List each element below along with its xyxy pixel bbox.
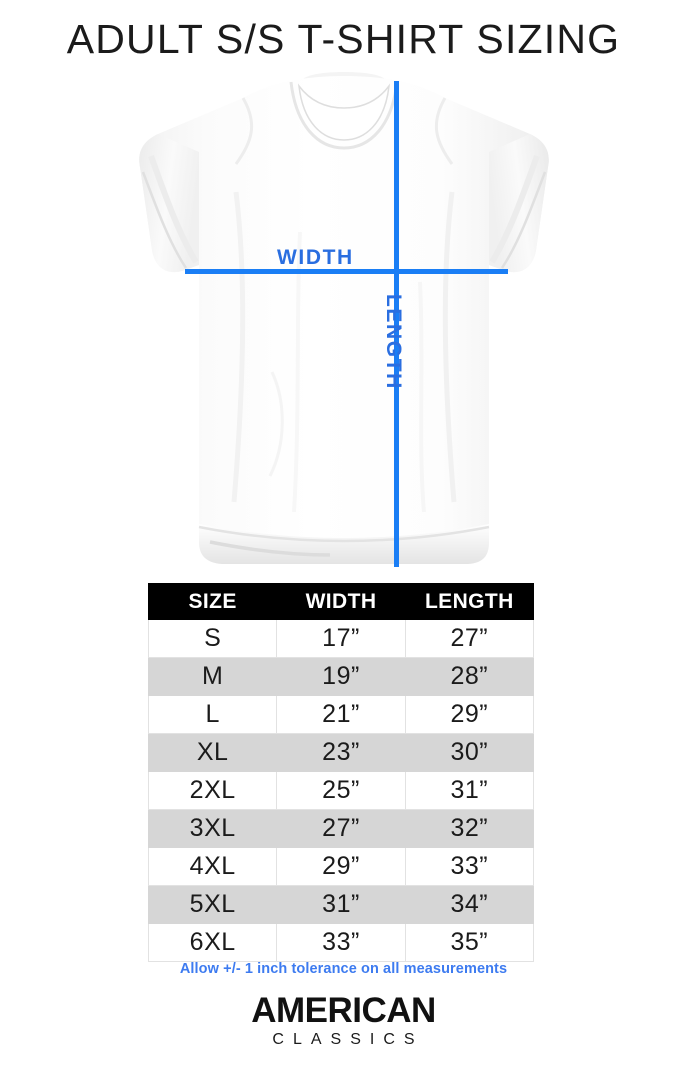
cell-size: M [147,657,278,696]
table-row: S 17” 27” [147,619,535,658]
cell-size: 2XL [147,771,278,810]
cell-length: 29” [404,695,535,734]
cell-size: 4XL [147,847,278,886]
table-row: 3XL 27” 32” [147,809,535,848]
table-header: SIZE WIDTH LENGTH [147,583,535,620]
cell-length: 30” [404,733,535,772]
tshirt-diagram: WIDTH LENGTH [0,72,687,577]
table-row: 4XL 29” 33” [147,847,535,886]
cell-size: L [147,695,278,734]
cell-size: 3XL [147,809,278,848]
table-row: L 21” 29” [147,695,535,734]
brand-primary-text: AMERICAN [251,991,436,1030]
cell-length: 35” [404,923,535,962]
tshirt-icon [139,72,549,564]
table-row: M 19” 28” [147,657,535,696]
table-row: 5XL 31” 34” [147,885,535,924]
cell-size: XL [147,733,278,772]
cell-width: 21” [276,695,406,734]
brand-secondary-text: CLASSICS [272,1030,424,1048]
cell-width: 19” [276,657,406,696]
column-header-size: SIZE [147,583,278,620]
cell-length: 33” [404,847,535,886]
cell-width: 23” [276,733,406,772]
cell-length: 34” [404,885,535,924]
cell-size: 6XL [147,923,278,962]
cell-length: 27” [404,619,535,658]
table-row: 6XL 33” 35” [147,923,535,962]
cell-length: 31” [404,771,535,810]
cell-size: S [147,619,278,658]
cell-width: 33” [276,923,406,962]
table-body: S 17” 27” M 19” 28” L 21” 29” XL 23” 30”… [147,619,535,962]
cell-width: 31” [276,885,406,924]
cell-width: 29” [276,847,406,886]
column-header-width: WIDTH [276,583,406,620]
table-header-row: SIZE WIDTH LENGTH [147,583,535,620]
page-title: ADULT S/S T-SHIRT SIZING [66,16,621,62]
cell-width: 27” [276,809,406,848]
size-chart-table: SIZE WIDTH LENGTH S 17” 27” M 19” 28” L … [147,583,535,962]
cell-length: 32” [404,809,535,848]
table-row: XL 23” 30” [147,733,535,772]
cell-width: 17” [276,619,406,658]
cell-width: 25” [276,771,406,810]
table-row: 2XL 25” 31” [147,771,535,810]
column-header-length: LENGTH [404,583,535,620]
cell-size: 5XL [147,885,278,924]
tolerance-note: Allow +/- 1 inch tolerance on all measur… [179,961,508,977]
cell-length: 28” [404,657,535,696]
brand-logo: AMERICAN CLASSICS [0,993,687,1051]
